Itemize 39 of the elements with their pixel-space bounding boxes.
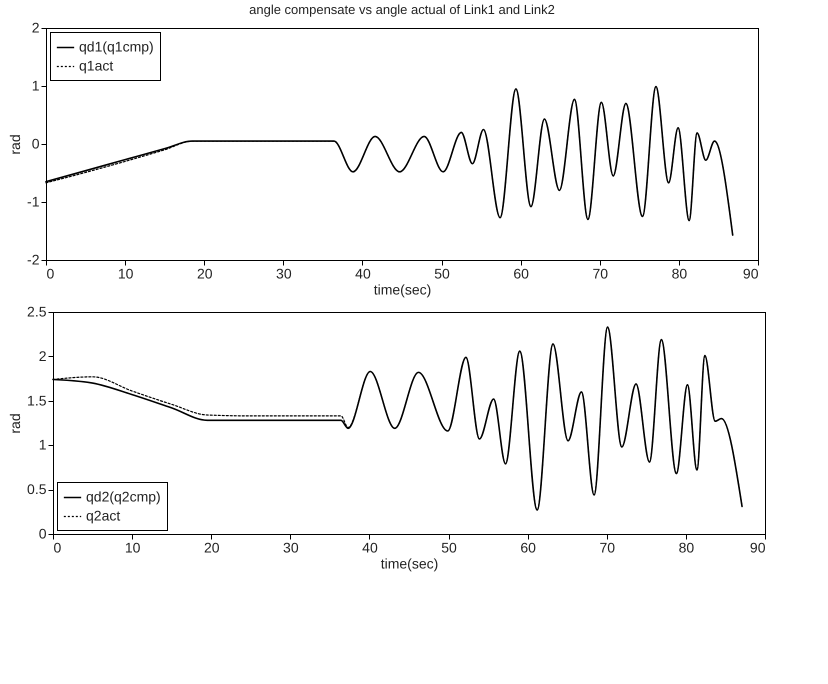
x-tick-label: 50 <box>441 540 458 556</box>
x-tick-label: 90 <box>742 266 759 282</box>
x-tick-label: 30 <box>283 540 299 556</box>
y-tick-label: 1 <box>32 78 40 94</box>
x-tick-label: 40 <box>355 266 371 282</box>
legend-label: q2act <box>86 508 120 524</box>
x-tick-label: 10 <box>124 540 141 556</box>
y-tick-label: 0 <box>38 526 47 542</box>
x-tick-label: 90 <box>750 540 766 556</box>
y-tick-label: 0.5 <box>27 481 47 498</box>
x-tick-label: 70 <box>599 540 616 556</box>
x-tick-label: 60 <box>513 266 530 282</box>
x-tick-label: 80 <box>672 266 688 282</box>
x-tick-label: 10 <box>118 266 134 282</box>
y-axis-title: rad <box>7 413 24 434</box>
chart-title: angle compensate vs angle actual of Link1 and Link2 <box>249 2 555 17</box>
y-tick-label: 2 <box>32 20 40 36</box>
x-tick-label: 40 <box>362 540 378 556</box>
y-tick-label: 2 <box>38 348 47 364</box>
y-tick-label: 1 <box>38 436 47 453</box>
x-tick-label: 60 <box>520 540 536 556</box>
x-tick-label: 80 <box>678 540 694 556</box>
x-axis-title: time(sec) <box>374 282 432 298</box>
x-tick-label: 0 <box>54 540 62 556</box>
y-axis-title: rad <box>7 134 24 155</box>
x-tick-label: 20 <box>196 266 213 282</box>
x-tick-label: 50 <box>434 266 450 282</box>
x-tick-label: 20 <box>204 540 220 556</box>
y-tick-label: 1.5 <box>27 392 47 408</box>
legend-label: qd1(q1cmp) <box>79 38 154 54</box>
x-tick-label: 70 <box>592 266 608 282</box>
x-axis-title: time(sec) <box>380 556 438 572</box>
legend-label: qd2(q2cmp) <box>86 488 161 504</box>
y-tick-label: 0 <box>32 136 40 152</box>
y-tick-label: -2 <box>27 252 40 268</box>
y-tick-label: -1 <box>27 194 40 210</box>
y-tick-label: 2.5 <box>27 304 47 320</box>
legend-label: q1act <box>79 58 114 74</box>
x-tick-label: 30 <box>276 266 292 282</box>
